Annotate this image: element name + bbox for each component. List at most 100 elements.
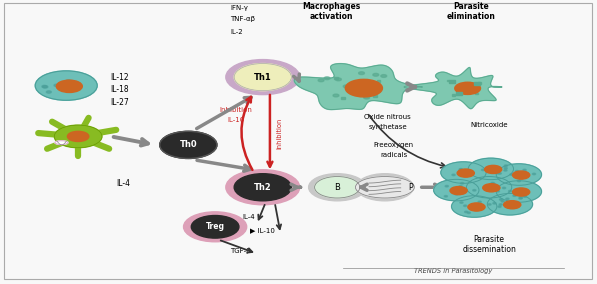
Text: Freeoxygen: Freeoxygen	[374, 142, 414, 148]
Circle shape	[226, 60, 300, 95]
Bar	[373, 95, 377, 97]
Circle shape	[487, 193, 533, 215]
Circle shape	[450, 187, 467, 195]
Circle shape	[498, 206, 501, 207]
Text: TRENDS in Parasitology: TRENDS in Parasitology	[414, 268, 493, 275]
Circle shape	[444, 195, 447, 197]
Circle shape	[324, 77, 330, 80]
Text: IL-12: IL-12	[110, 73, 129, 82]
Circle shape	[519, 198, 522, 199]
Circle shape	[468, 203, 485, 211]
Circle shape	[47, 91, 51, 93]
Circle shape	[459, 186, 462, 187]
Circle shape	[496, 164, 541, 185]
Circle shape	[473, 189, 476, 191]
Text: IL-4: IL-4	[242, 214, 255, 220]
Text: Inhibition: Inhibition	[220, 106, 253, 112]
Circle shape	[504, 165, 507, 166]
Text: synthetase: synthetase	[368, 124, 407, 130]
Circle shape	[56, 80, 82, 93]
Circle shape	[509, 190, 512, 192]
Circle shape	[336, 78, 341, 81]
Bar	[377, 80, 380, 82]
Circle shape	[500, 199, 503, 200]
Circle shape	[459, 169, 463, 170]
Text: Parasite: Parasite	[473, 235, 504, 244]
Circle shape	[309, 174, 366, 201]
Circle shape	[524, 196, 527, 197]
Circle shape	[513, 188, 530, 196]
Circle shape	[504, 168, 507, 169]
Circle shape	[455, 193, 458, 195]
Circle shape	[234, 64, 291, 91]
Text: IFN-γ: IFN-γ	[230, 5, 248, 11]
Text: Nitricoxide: Nitricoxide	[470, 122, 508, 128]
Text: elimination: elimination	[447, 12, 496, 21]
Circle shape	[515, 170, 519, 172]
Circle shape	[458, 171, 462, 173]
Text: Th1: Th1	[254, 73, 272, 82]
Circle shape	[457, 169, 475, 177]
Circle shape	[519, 197, 522, 199]
Circle shape	[498, 173, 501, 174]
Text: IL-10: IL-10	[227, 117, 245, 123]
Bar	[341, 97, 345, 99]
Circle shape	[460, 202, 463, 203]
Circle shape	[373, 74, 378, 76]
Circle shape	[441, 162, 486, 183]
Text: activation: activation	[309, 12, 353, 21]
Circle shape	[523, 169, 526, 171]
Circle shape	[504, 201, 521, 209]
Circle shape	[459, 168, 463, 170]
Text: Th2: Th2	[254, 183, 272, 192]
Bar	[448, 80, 454, 83]
Circle shape	[501, 201, 504, 202]
Circle shape	[518, 180, 521, 182]
Circle shape	[234, 174, 291, 201]
Circle shape	[503, 187, 506, 189]
Circle shape	[466, 177, 512, 198]
Circle shape	[54, 125, 102, 148]
Circle shape	[381, 75, 387, 78]
Bar	[453, 95, 455, 96]
Circle shape	[191, 216, 239, 238]
Circle shape	[43, 86, 48, 88]
Polygon shape	[404, 68, 501, 109]
Circle shape	[468, 158, 513, 180]
Text: Th0: Th0	[180, 140, 197, 149]
Bar	[475, 93, 478, 95]
Circle shape	[42, 85, 47, 88]
Circle shape	[455, 82, 481, 95]
Text: IL-27: IL-27	[110, 98, 129, 107]
Circle shape	[506, 198, 509, 200]
Circle shape	[72, 82, 77, 85]
Text: radicals: radicals	[380, 152, 407, 158]
Ellipse shape	[55, 141, 68, 145]
Circle shape	[461, 183, 464, 184]
Text: dissemination: dissemination	[462, 245, 516, 254]
Bar	[447, 80, 450, 81]
Circle shape	[513, 195, 516, 197]
Circle shape	[504, 170, 507, 171]
Circle shape	[464, 205, 467, 206]
Circle shape	[345, 79, 383, 97]
Circle shape	[510, 174, 513, 175]
Circle shape	[499, 204, 502, 205]
Circle shape	[67, 131, 89, 141]
Circle shape	[488, 204, 491, 205]
Circle shape	[496, 181, 541, 202]
Circle shape	[496, 172, 498, 174]
Text: Treg: Treg	[205, 222, 224, 231]
Circle shape	[356, 174, 414, 201]
Circle shape	[452, 174, 455, 176]
Circle shape	[483, 184, 500, 192]
Circle shape	[513, 171, 530, 179]
Text: TGF-β: TGF-β	[230, 248, 251, 254]
Circle shape	[226, 170, 300, 205]
Circle shape	[160, 131, 217, 158]
Circle shape	[364, 96, 370, 99]
Bar	[456, 92, 461, 95]
Circle shape	[70, 89, 76, 92]
Circle shape	[343, 85, 349, 88]
Ellipse shape	[355, 177, 414, 198]
